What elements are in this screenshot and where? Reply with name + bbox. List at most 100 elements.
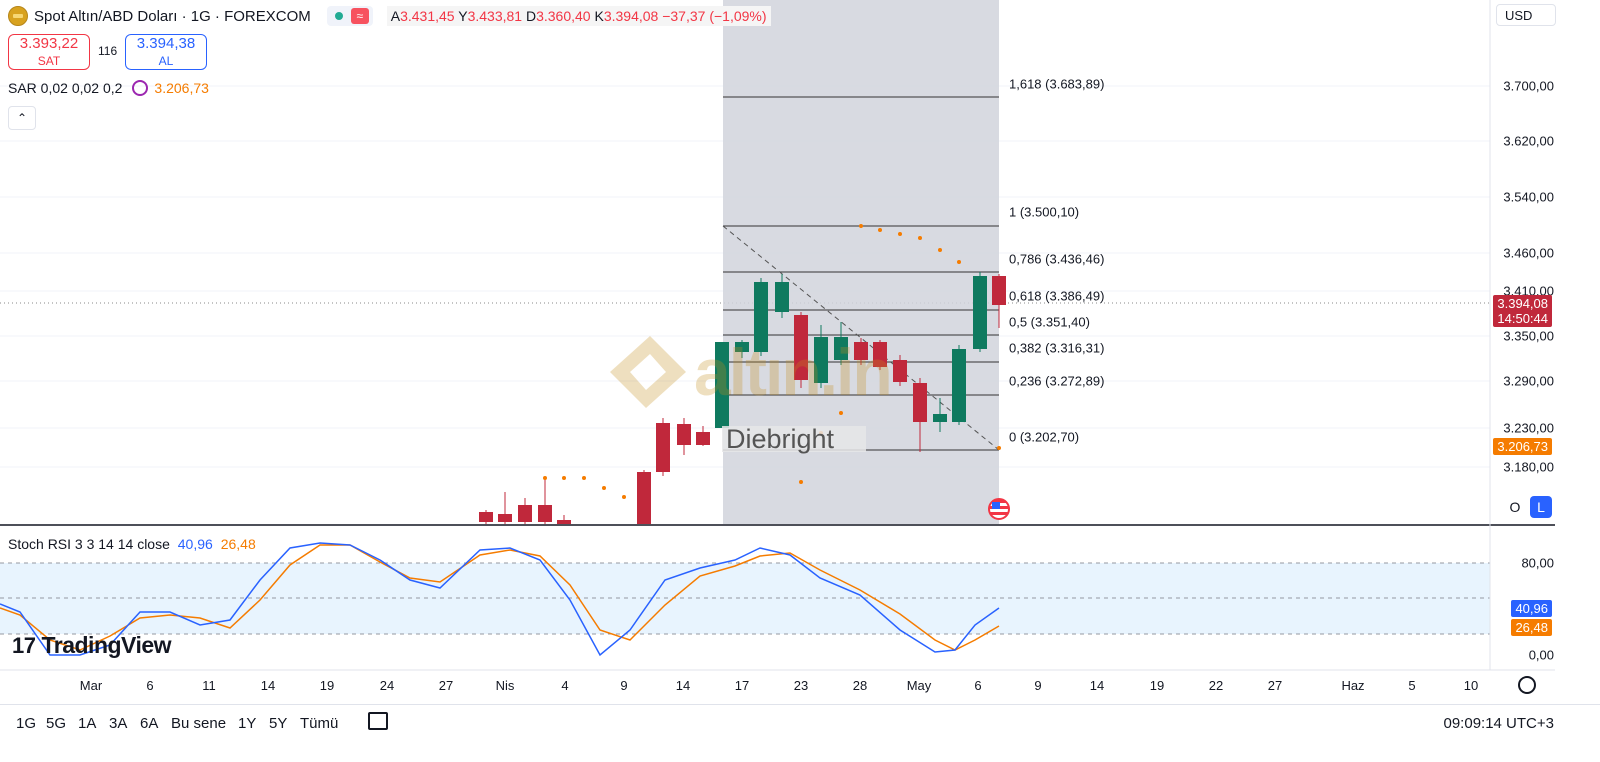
- price-axis-label: 3.700,00: [1503, 78, 1554, 94]
- sar-legend[interactable]: SAR 0,02 0,02 0,2 3.206,73: [8, 80, 209, 96]
- timeframe-button[interactable]: 5Y: [269, 715, 288, 732]
- candle-body[interactable]: [637, 472, 651, 524]
- price-axis-label: 3.620,00: [1503, 133, 1554, 149]
- stoch-k-line: [0, 542, 1000, 657]
- candle-body[interactable]: [557, 520, 571, 524]
- candle-body[interactable]: [933, 414, 947, 422]
- sar-dot: [622, 495, 626, 499]
- symbol-title[interactable]: Spot Altın/ABD Doları · 1G · FOREXCOM: [34, 7, 311, 25]
- candle-body[interactable]: [913, 383, 927, 422]
- timeframe-button[interactable]: 3A: [109, 715, 128, 732]
- fib-level-label: 0 (3.202,70): [1009, 429, 1080, 445]
- time-axis-label: May: [906, 678, 932, 693]
- ohlc-close-key: K: [594, 8, 604, 24]
- candle-body[interactable]: [973, 276, 987, 349]
- gold-symbol-icon: [8, 6, 28, 26]
- time-axis-label: 6: [146, 678, 154, 693]
- tradingview-wordmark: TradingView: [41, 632, 172, 658]
- candle-body[interactable]: [775, 282, 789, 312]
- ohlc-low-key: D: [525, 8, 537, 24]
- log-scale-button[interactable]: O: [1509, 499, 1521, 515]
- candle-body[interactable]: [715, 342, 729, 428]
- buy-button[interactable]: 3.394,38 AL: [125, 34, 207, 70]
- market-open-icon: [334, 12, 343, 20]
- candle-body[interactable]: [538, 505, 552, 522]
- candle-body[interactable]: [696, 432, 710, 445]
- sar-dot: [938, 248, 942, 252]
- candle-body[interactable]: [873, 342, 887, 367]
- time-axis-label: 6: [974, 678, 982, 693]
- time-axis-label: 28: [852, 678, 868, 693]
- candle-body[interactable]: [854, 342, 868, 360]
- candle-body[interactable]: [479, 512, 493, 522]
- time-axis-label: 17: [734, 678, 750, 693]
- tradingview-logo[interactable]: 17 TradingView: [12, 632, 172, 659]
- sar-dot: [839, 411, 843, 415]
- us-event-flag-icon[interactable]: [988, 498, 1010, 520]
- price-axis-label: 3.540,00: [1503, 189, 1554, 205]
- candle-body[interactable]: [814, 337, 828, 383]
- bottom-toolbar: [0, 704, 1600, 743]
- stoch-label: Stoch RSI 3 3 14 14 close: [8, 536, 170, 552]
- price-axis-label: 3.410,00: [1503, 283, 1554, 299]
- time-axis-label: Nis: [495, 678, 515, 693]
- time-axis-label: 27: [438, 678, 454, 693]
- timeframe-button[interactable]: 5G: [46, 715, 67, 732]
- sell-label: SAT: [37, 54, 61, 68]
- bar-countdown: 14:50:44: [1497, 311, 1548, 326]
- ohlc-close-value: 3.394,08: [603, 8, 659, 24]
- settings-gear-icon[interactable]: [1518, 676, 1536, 694]
- sar-dot: [562, 476, 566, 480]
- fib-level-label: 1,618 (3.683,89): [1009, 76, 1105, 92]
- ohlc-high-key: Y: [458, 8, 468, 24]
- timeframe-button[interactable]: Bu sene: [171, 715, 227, 732]
- stoch-k-tag: 40,96: [1511, 600, 1552, 617]
- timeframe-button[interactable]: 6A: [140, 715, 159, 732]
- price-axis-label: 3.290,00: [1503, 373, 1554, 389]
- candle-body[interactable]: [735, 342, 749, 352]
- sar-label: SAR 0,02 0,02 0,2: [8, 80, 123, 96]
- candle-body[interactable]: [518, 505, 532, 522]
- currency-button[interactable]: USD: [1496, 4, 1556, 26]
- timeframe-button[interactable]: 1G: [16, 715, 37, 732]
- candle-body[interactable]: [952, 349, 966, 422]
- time-axis-label: 5: [1408, 678, 1416, 693]
- time-axis-label: 22: [1208, 678, 1224, 693]
- sell-price: 3.393,22: [19, 35, 79, 52]
- price-axis-label: 3.180,00: [1503, 459, 1554, 475]
- candle-body[interactable]: [677, 424, 691, 445]
- fib-level-label: 0,382 (3.316,31): [1009, 340, 1105, 356]
- price-axis-label: 3.460,00: [1503, 245, 1554, 261]
- tradingview-mark-icon: 17: [12, 632, 36, 658]
- stoch-legend[interactable]: Stoch RSI 3 3 14 14 close 40,96 26,48: [8, 536, 256, 552]
- ohlc-open-key: A: [390, 8, 401, 24]
- lin-scale-button[interactable]: L: [1530, 496, 1552, 518]
- timeframe-button[interactable]: 1A: [78, 715, 97, 732]
- stoch-k-value: 40,96: [177, 536, 213, 552]
- sar-dot: [799, 480, 803, 484]
- time-axis-label: Haz: [1341, 678, 1365, 693]
- date-range-calendar-icon[interactable]: [368, 712, 388, 730]
- clock[interactable]: 09:09:14 UTC+3: [1443, 715, 1555, 732]
- time-axis-label: 11: [202, 678, 216, 693]
- timeframe-button[interactable]: 1Y: [238, 715, 257, 732]
- candle-body[interactable]: [992, 276, 1006, 305]
- sar-dot: [997, 446, 1001, 450]
- candle-body[interactable]: [498, 514, 512, 522]
- indicator-refresh-icon[interactable]: [132, 80, 149, 96]
- timeframe-button[interactable]: Tümü: [300, 715, 339, 732]
- candle-body[interactable]: [656, 423, 670, 472]
- sar-price-tag: 3.206,73: [1493, 438, 1552, 455]
- market-status-pill[interactable]: ≈: [326, 6, 373, 26]
- candle-body[interactable]: [794, 315, 808, 380]
- sell-button[interactable]: 3.393,22 SAT: [8, 34, 90, 70]
- candle-body[interactable]: [893, 360, 907, 382]
- time-axis-label: 27: [1267, 678, 1283, 693]
- collapse-legend-button[interactable]: ⌃: [8, 106, 36, 130]
- candle-body[interactable]: [754, 282, 768, 352]
- time-axis-label: 14: [675, 678, 691, 693]
- candle-body[interactable]: [834, 337, 848, 360]
- stoch-axis-80: 80,00: [1521, 555, 1554, 571]
- currency-label: USD: [1505, 8, 1533, 23]
